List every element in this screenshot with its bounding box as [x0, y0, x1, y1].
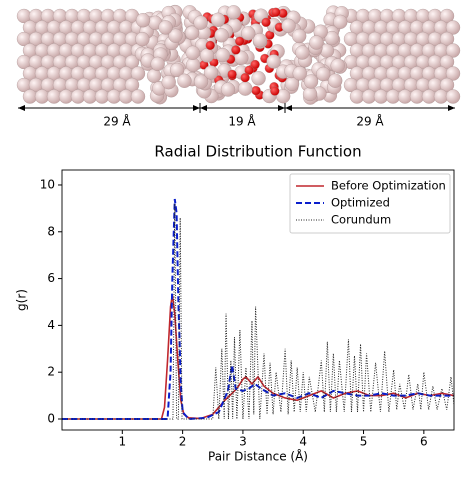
x-tick-label: 3 [239, 435, 247, 449]
series-line [62, 294, 454, 420]
atom [439, 8, 455, 24]
atom [309, 35, 324, 50]
x-tick-label: 1 [118, 435, 126, 449]
atom [124, 77, 140, 93]
atom [281, 18, 296, 33]
atom [445, 66, 461, 81]
atom [199, 48, 215, 63]
y-tick-label: 6 [47, 271, 55, 285]
atom [330, 58, 345, 73]
atom [158, 20, 173, 35]
atom [205, 40, 215, 51]
atom [214, 28, 229, 43]
x-tick-label: 4 [299, 435, 307, 449]
atom [235, 36, 245, 46]
x-tick-label: 6 [420, 435, 428, 449]
atom [240, 73, 250, 83]
atom [135, 13, 151, 28]
atom [168, 28, 183, 43]
atom [333, 14, 348, 30]
atom [251, 71, 266, 86]
atom [220, 82, 236, 97]
atom [252, 33, 268, 48]
atom [193, 74, 209, 89]
atom [324, 30, 340, 46]
atom-structure [16, 4, 461, 105]
dimension-label: 29 Å [103, 114, 131, 129]
atom [266, 54, 281, 69]
atom [161, 75, 176, 90]
atom [445, 20, 461, 35]
atom [445, 89, 461, 104]
atom [439, 31, 455, 47]
atom [177, 73, 192, 88]
dimension-label: 29 Å [356, 114, 384, 129]
atom [439, 77, 455, 93]
atom [303, 74, 319, 89]
atom [261, 17, 271, 27]
atom [130, 66, 146, 81]
atom [251, 85, 261, 96]
atom [210, 12, 226, 27]
atom [445, 43, 461, 58]
atom [169, 62, 185, 78]
atom [215, 47, 230, 63]
atom [244, 65, 254, 75]
y-axis-label: g(r) [15, 289, 29, 311]
plot-frame [61, 169, 455, 431]
y-tick-label: 8 [47, 224, 55, 238]
dimension-arrows [18, 103, 455, 113]
legend-label: Before Optimization [331, 179, 446, 193]
legend-label: Corundum [331, 213, 391, 227]
atom [185, 57, 201, 73]
atom [292, 28, 307, 44]
atom [231, 45, 241, 55]
atom [135, 32, 150, 47]
atom [302, 86, 318, 102]
series-line [62, 203, 454, 420]
x-tick-label: 5 [360, 435, 368, 449]
series-line [62, 198, 454, 421]
y-tick-label: 0 [47, 412, 55, 426]
atom [227, 69, 237, 79]
atom [150, 56, 165, 72]
atom [203, 65, 219, 80]
atom [250, 59, 260, 70]
y-tick-label: 4 [47, 318, 55, 332]
atom [241, 26, 256, 41]
y-tick-label: 2 [47, 365, 55, 379]
legend-label: Optimized [331, 196, 390, 210]
atom [193, 15, 208, 30]
atom [295, 45, 310, 60]
atom [271, 7, 281, 17]
legend-box [289, 173, 451, 234]
atom [130, 89, 146, 104]
atom [124, 54, 140, 70]
atom [316, 66, 331, 82]
x-tick-label: 2 [179, 435, 187, 449]
atom [439, 54, 455, 70]
atom [292, 66, 307, 81]
x-axis-label: Pair Distance (Å) [208, 449, 308, 464]
atom [328, 73, 343, 88]
dimension-label: 19 Å [228, 114, 256, 129]
y-tick-label: 10 [40, 177, 55, 191]
atom [226, 5, 241, 20]
atom [270, 86, 280, 96]
atom [238, 81, 253, 96]
atom [185, 45, 200, 60]
chart-title: Radial Distribution Function [154, 143, 361, 161]
atom [184, 25, 200, 41]
